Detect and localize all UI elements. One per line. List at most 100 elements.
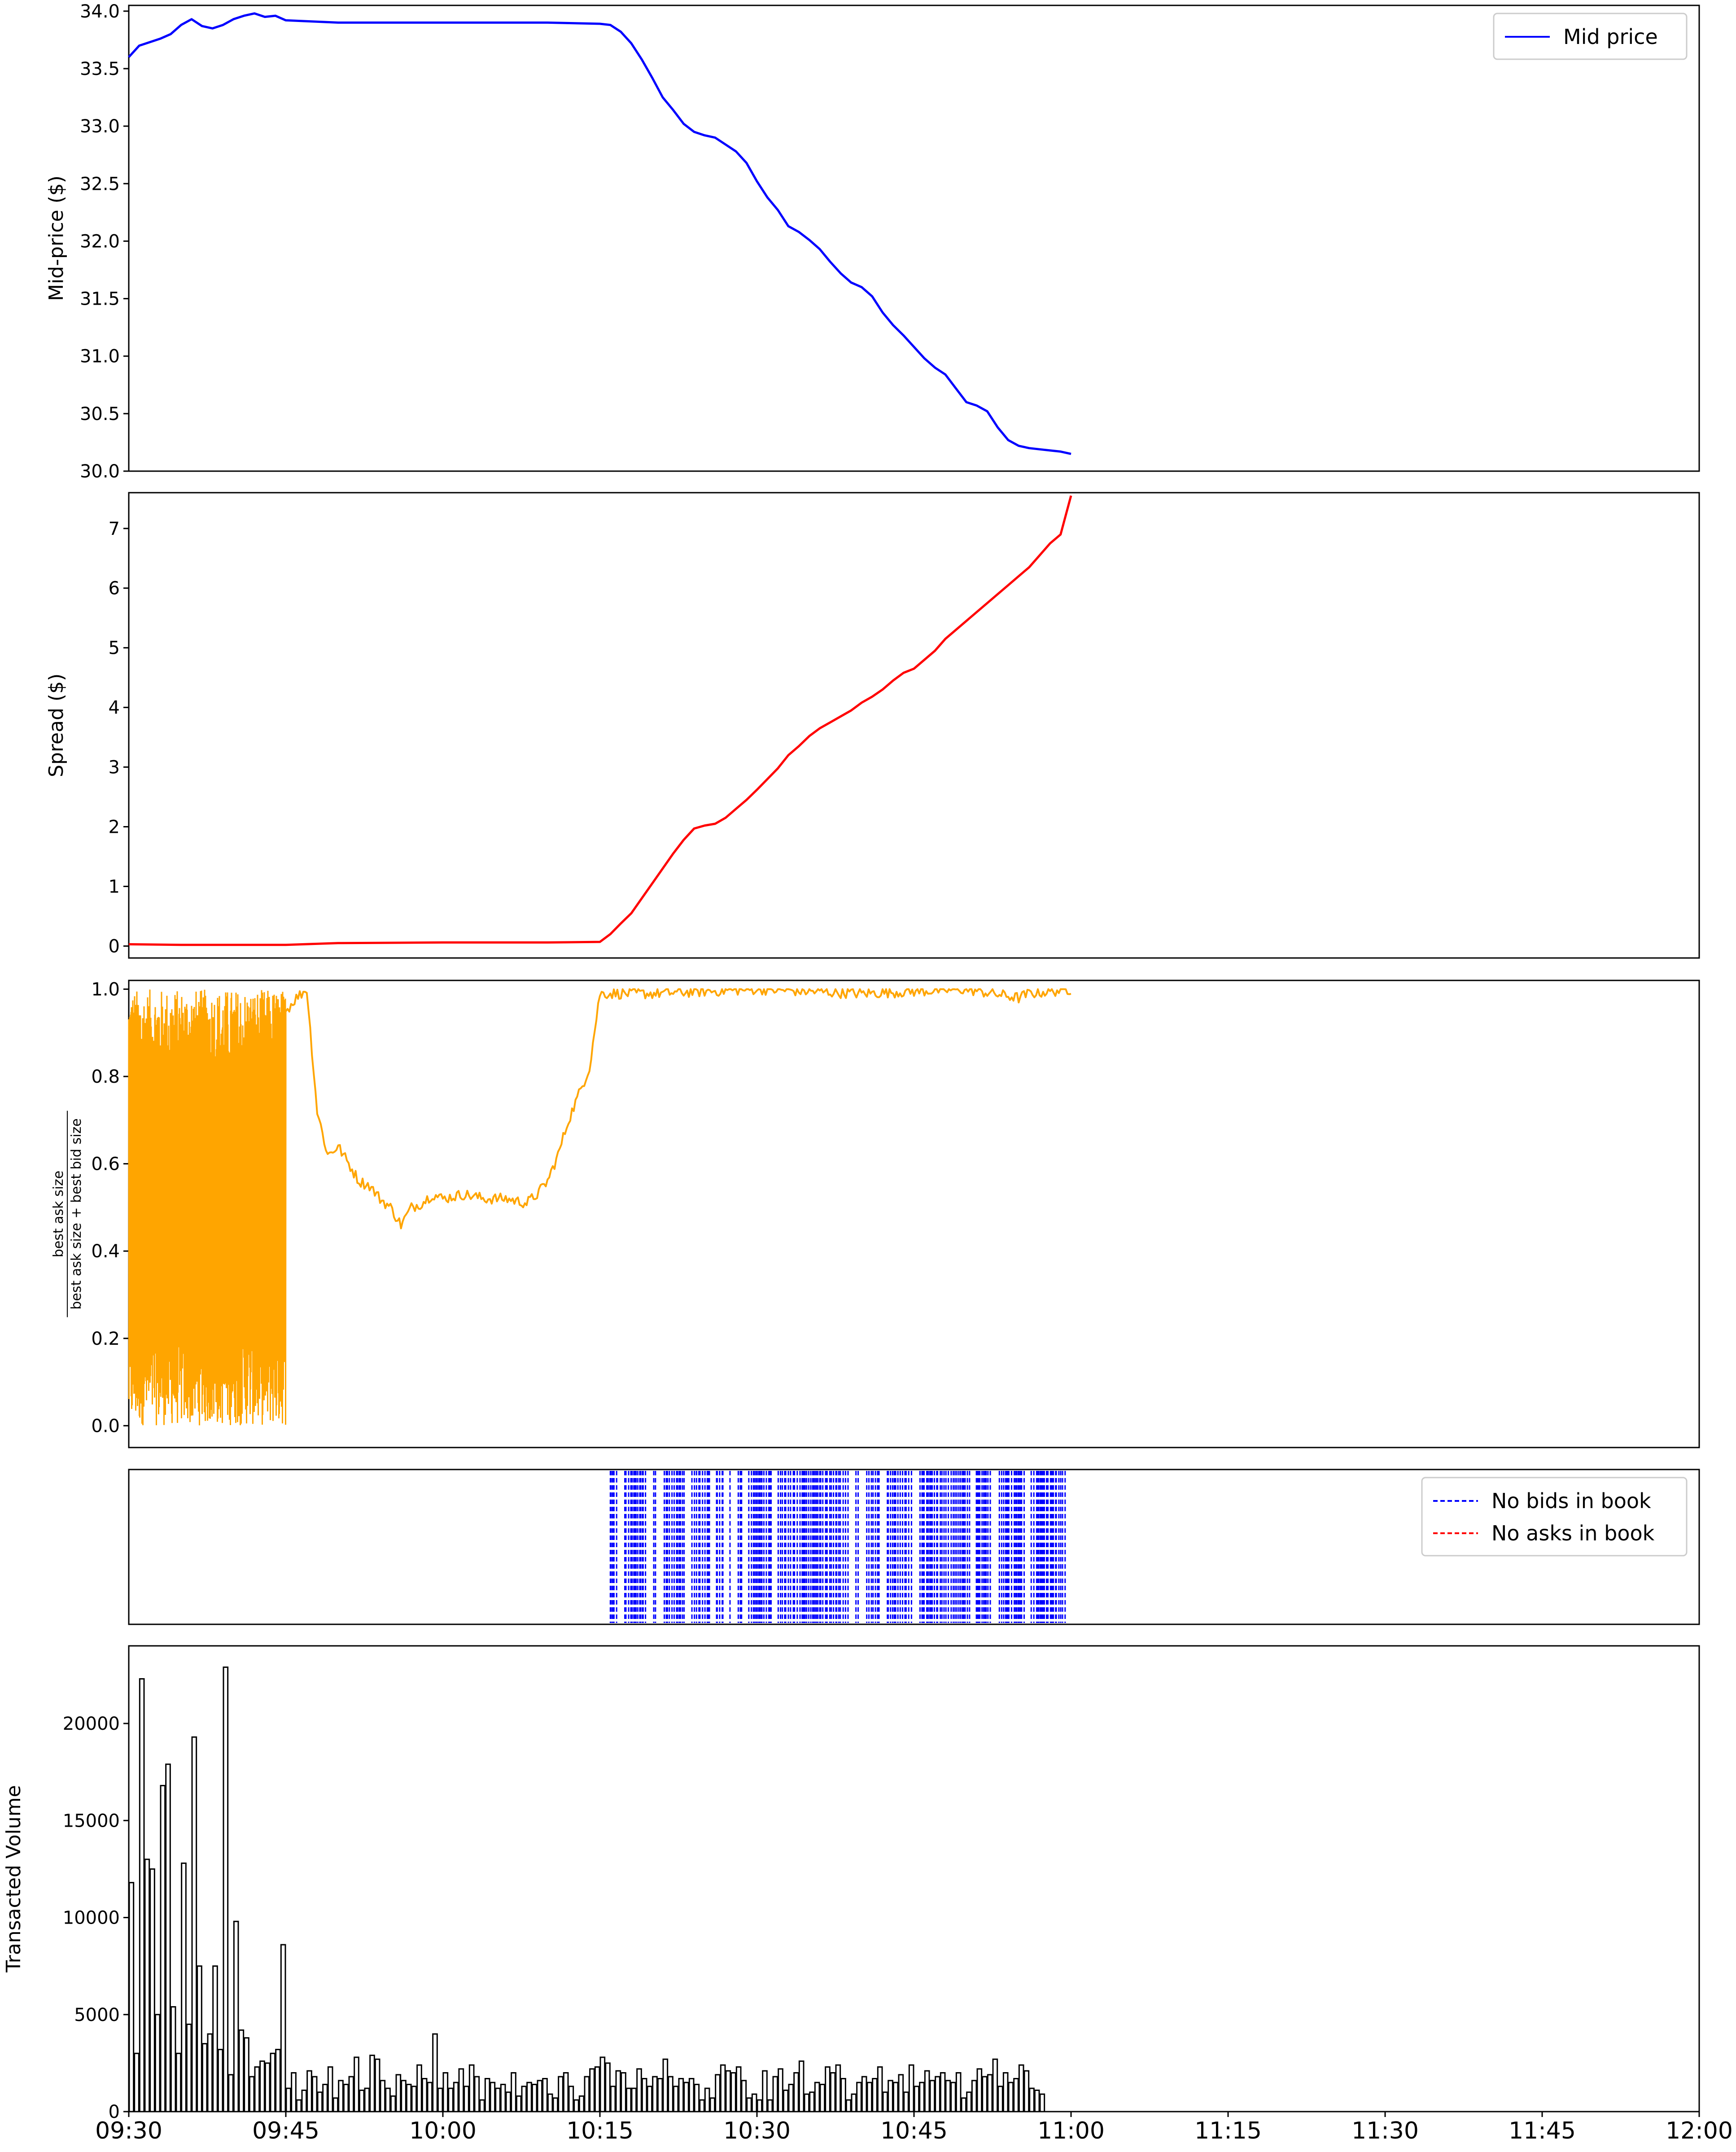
- volume-bar: [149, 1868, 155, 2113]
- volume-bar: [610, 2086, 616, 2113]
- volume-bar: [301, 2089, 307, 2113]
- volume-bar: [725, 2070, 731, 2113]
- legend-box: [1421, 1477, 1688, 1557]
- volume-bar: [296, 2099, 302, 2113]
- volume-bar: [924, 2070, 930, 2113]
- volume-bar: [919, 2082, 925, 2113]
- plot-frame-0: [128, 4, 1700, 472]
- volume-bar: [516, 2095, 522, 2113]
- volume-bar: [772, 2076, 778, 2113]
- volume-bar: [819, 2083, 826, 2113]
- y-tick-label: 0.8: [91, 1067, 120, 1087]
- volume-bar: [845, 2099, 852, 2113]
- volume-bar: [432, 2033, 438, 2113]
- y-tick-label: 31.0: [80, 346, 120, 367]
- volume-bar: [741, 2080, 747, 2113]
- y-label-numerator: best ask size: [51, 1171, 66, 1258]
- volume-bar: [238, 2029, 245, 2113]
- volume-bar: [280, 1944, 286, 2113]
- volume-bar: [950, 2082, 956, 2113]
- volume-bar: [809, 2091, 815, 2113]
- volume-bar: [872, 2078, 878, 2113]
- volume-bar: [322, 2083, 328, 2113]
- volume-bar: [940, 2072, 946, 2113]
- volume-bar: [264, 2062, 271, 2113]
- y-tick-label: 32.0: [80, 231, 120, 252]
- y-tick-label: 5000: [74, 2005, 120, 2025]
- volume-bar: [542, 2078, 548, 2113]
- y-axis-title: Mid-price ($): [45, 175, 68, 301]
- y-tick-label: 2: [109, 817, 120, 838]
- volume-bar: [804, 2093, 810, 2113]
- volume-bar: [599, 2056, 606, 2113]
- volume-bar: [233, 1920, 239, 2113]
- volume-bar: [982, 2076, 988, 2113]
- volume-bar: [311, 2076, 318, 2113]
- empty-book-panel: No bids in book No asks in book: [128, 1469, 1700, 1625]
- volume-bar: [458, 2068, 464, 2113]
- volume-bar: [364, 2087, 370, 2113]
- volume-bar: [621, 2072, 626, 2113]
- x-tick-label: 11:15: [1194, 2117, 1262, 2144]
- volume-bar: [987, 2074, 993, 2113]
- volume-bar: [254, 2066, 260, 2113]
- volume-bar: [856, 2082, 862, 2113]
- volume-bar: [762, 2070, 768, 2113]
- volume-bar: [484, 2078, 490, 2113]
- volume-bar: [636, 2068, 642, 2113]
- volume-bar: [212, 1965, 218, 2113]
- volume-bar: [778, 2068, 783, 2113]
- volume-bar: [421, 2078, 428, 2113]
- volume-bar: [992, 2058, 998, 2113]
- volume-bar: [966, 2091, 972, 2113]
- volume-bar: [830, 2072, 836, 2113]
- volume-bar: [888, 2080, 893, 2113]
- y-axis-title: Spread ($): [45, 674, 68, 777]
- volume-bar: [835, 2064, 841, 2113]
- volume-bar: [495, 2087, 501, 2113]
- volume-bar: [385, 2087, 391, 2113]
- volume-bar: [537, 2080, 543, 2113]
- series-line-mid-price: [128, 12, 1071, 455]
- volume-bar: [317, 2091, 323, 2113]
- volume-bar: [961, 2097, 967, 2113]
- volume-bar: [306, 2070, 312, 2113]
- legend-box: [1493, 13, 1688, 60]
- volume-bar: [945, 2080, 951, 2113]
- volume-bar: [275, 2049, 281, 2113]
- volume-bar: [369, 2055, 375, 2113]
- volume-bar: [563, 2072, 569, 2113]
- y-tick-label: 30.5: [80, 404, 120, 424]
- volume-bar: [568, 2086, 574, 2113]
- volume-bar: [181, 1862, 187, 2113]
- y-tick-label: 34.0: [80, 1, 120, 22]
- volume-bar: [715, 2074, 721, 2113]
- volume-bar: [683, 2082, 689, 2113]
- volume-bar: [882, 2091, 888, 2113]
- volume-bar: [657, 2078, 663, 2113]
- volume-bar: [359, 2089, 365, 2113]
- volume-bar: [197, 1965, 202, 2113]
- y-tick-label: 1.0: [91, 979, 120, 1000]
- volume-bar: [453, 2082, 459, 2113]
- y-tick-label: 30.0: [80, 461, 120, 482]
- x-tick-label: 10:15: [566, 2117, 634, 2144]
- volume-bar: [694, 2083, 700, 2113]
- x-tick-label: 11:30: [1351, 2117, 1419, 2144]
- y-tick-label: 10000: [63, 1908, 120, 1929]
- plot-frame-2: [128, 980, 1700, 1448]
- volume-bar: [343, 2083, 349, 2113]
- volume-bar: [437, 2087, 443, 2113]
- volume-bar: [783, 2089, 789, 2113]
- volume-bar: [793, 2072, 799, 2113]
- plot-frame-4: [128, 1645, 1700, 2113]
- volume-bar: [573, 2099, 579, 2113]
- volume-bar: [427, 2082, 433, 2113]
- volume-bar: [390, 2095, 396, 2113]
- volume-bar: [914, 2086, 920, 2113]
- volume-bar: [354, 2056, 359, 2113]
- volume-panel: 0 5000 10000 15000 20000 Transacted Volume 09:…: [2, 1645, 1733, 2144]
- volume-bar: [929, 2080, 936, 2113]
- volume-bar: [291, 2072, 297, 2113]
- y-tick-label: 31.5: [80, 289, 120, 310]
